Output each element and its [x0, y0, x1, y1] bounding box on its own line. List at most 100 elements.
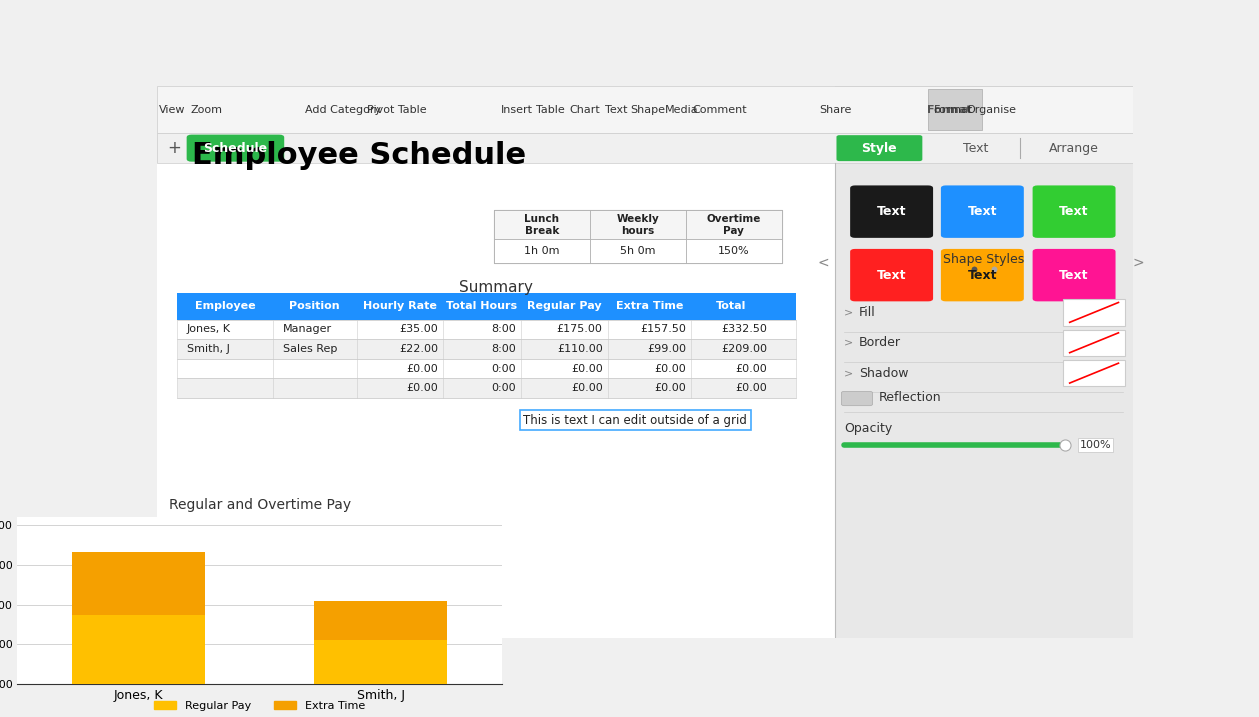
Text: Shadow: Shadow	[859, 366, 909, 379]
FancyBboxPatch shape	[1032, 249, 1115, 301]
Text: £0.00: £0.00	[570, 383, 603, 393]
Text: Text: Text	[968, 269, 997, 282]
Text: £175.00: £175.00	[556, 324, 603, 334]
FancyBboxPatch shape	[928, 89, 982, 130]
Text: £0.00: £0.00	[407, 364, 438, 374]
Text: Employee Schedule: Employee Schedule	[191, 141, 526, 169]
FancyBboxPatch shape	[590, 239, 686, 262]
Bar	[315, 640, 447, 684]
Text: >: >	[845, 338, 854, 348]
Text: View: View	[159, 105, 185, 115]
Text: Regular Pay: Regular Pay	[526, 301, 602, 311]
Text: >: >	[1132, 256, 1143, 270]
Text: 8:00: 8:00	[491, 344, 516, 354]
FancyBboxPatch shape	[940, 186, 1024, 238]
Text: 150%: 150%	[718, 246, 749, 256]
Text: Insert: Insert	[500, 105, 533, 115]
Text: £0.00: £0.00	[570, 364, 603, 374]
Text: >: >	[845, 368, 854, 378]
Text: £35.00: £35.00	[399, 324, 438, 334]
Text: £0.00: £0.00	[655, 383, 686, 393]
Text: Hourly Rate: Hourly Rate	[363, 301, 437, 311]
Text: £0.00: £0.00	[735, 383, 767, 393]
Text: Text: Text	[604, 105, 627, 115]
Text: 8:00: 8:00	[491, 324, 516, 334]
Text: Comment: Comment	[692, 105, 747, 115]
FancyBboxPatch shape	[186, 135, 285, 161]
Text: £332.50: £332.50	[721, 324, 767, 334]
Text: Opacity: Opacity	[845, 422, 893, 435]
Text: Reflection: Reflection	[879, 391, 940, 404]
FancyBboxPatch shape	[850, 186, 933, 238]
Text: 5h 0m: 5h 0m	[621, 246, 656, 256]
Text: £157.50: £157.50	[641, 324, 686, 334]
FancyBboxPatch shape	[1063, 299, 1126, 326]
Text: 1h 0m: 1h 0m	[524, 246, 560, 256]
FancyBboxPatch shape	[176, 358, 797, 379]
Legend: Regular Pay, Extra Time: Regular Pay, Extra Time	[150, 696, 370, 716]
Text: Overtime
Pay: Overtime Pay	[706, 214, 760, 236]
Text: Fill: Fill	[859, 306, 876, 319]
Text: Text: Text	[1059, 205, 1089, 218]
Text: Position: Position	[290, 301, 340, 311]
Text: >: >	[845, 308, 854, 318]
FancyBboxPatch shape	[176, 293, 797, 320]
Text: Format: Format	[928, 105, 972, 115]
Text: Manager: Manager	[283, 324, 332, 334]
Text: Total Hours: Total Hours	[447, 301, 517, 311]
Text: £0.00: £0.00	[407, 383, 438, 393]
FancyBboxPatch shape	[494, 210, 590, 239]
FancyBboxPatch shape	[176, 379, 797, 398]
FancyBboxPatch shape	[176, 320, 797, 339]
Bar	[72, 552, 205, 614]
Text: Share: Share	[820, 105, 851, 115]
Text: Chart: Chart	[569, 105, 601, 115]
Text: 0:00: 0:00	[491, 383, 516, 393]
Text: Pivot Table: Pivot Table	[366, 105, 427, 115]
Text: Jones, K: Jones, K	[186, 324, 230, 334]
FancyBboxPatch shape	[836, 136, 923, 161]
Text: Smith, J: Smith, J	[186, 344, 229, 354]
FancyBboxPatch shape	[1032, 186, 1115, 238]
Text: Style: Style	[861, 142, 898, 155]
Text: Arrange: Arrange	[1049, 142, 1099, 155]
Text: Total: Total	[716, 301, 747, 311]
Text: Schedule: Schedule	[204, 142, 267, 155]
Text: Extra Time: Extra Time	[616, 301, 684, 311]
Text: Media: Media	[665, 105, 699, 115]
FancyBboxPatch shape	[176, 339, 797, 358]
Text: Add Category: Add Category	[305, 105, 380, 115]
FancyBboxPatch shape	[157, 133, 1133, 163]
Text: £209.00: £209.00	[721, 344, 767, 354]
Text: £110.00: £110.00	[556, 344, 603, 354]
Text: Organise: Organise	[967, 105, 1016, 115]
Text: £99.00: £99.00	[647, 344, 686, 354]
Bar	[315, 601, 447, 640]
FancyBboxPatch shape	[157, 86, 1133, 133]
Text: Zoom: Zoom	[190, 105, 222, 115]
Text: Text: Text	[1059, 269, 1089, 282]
Text: Sales Rep: Sales Rep	[283, 344, 337, 354]
Text: Shape Styles: Shape Styles	[943, 253, 1025, 267]
Text: This is text I can edit outside of a grid: This is text I can edit outside of a gri…	[524, 414, 747, 427]
Text: +: +	[167, 139, 181, 157]
Text: Shape: Shape	[631, 105, 666, 115]
Text: £0.00: £0.00	[735, 364, 767, 374]
FancyBboxPatch shape	[841, 391, 872, 406]
Text: Text: Text	[876, 269, 906, 282]
FancyBboxPatch shape	[850, 249, 933, 301]
FancyBboxPatch shape	[1063, 360, 1126, 386]
FancyBboxPatch shape	[494, 239, 590, 262]
Text: 0:00: 0:00	[491, 364, 516, 374]
FancyBboxPatch shape	[494, 210, 782, 262]
FancyBboxPatch shape	[590, 210, 686, 239]
FancyBboxPatch shape	[835, 86, 1133, 638]
Text: Summary: Summary	[460, 280, 533, 295]
Text: <: <	[817, 256, 828, 270]
Text: Format: Format	[934, 105, 973, 115]
Text: £22.00: £22.00	[399, 344, 438, 354]
Text: Text: Text	[876, 205, 906, 218]
Text: Text: Text	[968, 205, 997, 218]
FancyBboxPatch shape	[157, 163, 835, 638]
Text: 100%: 100%	[1079, 440, 1110, 450]
